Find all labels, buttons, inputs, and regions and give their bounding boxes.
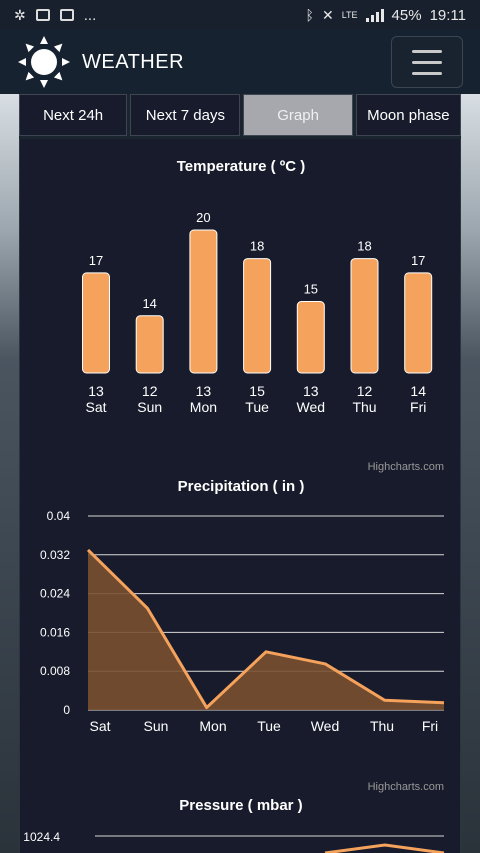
temperature-data-label: 17 — [89, 253, 103, 268]
menu-bar-icon — [412, 49, 442, 53]
temperature-bar — [350, 258, 379, 374]
tab-moon-phase[interactable]: Moon phase — [355, 94, 461, 136]
background-left — [0, 94, 19, 853]
precipitation-chart: 0 0.008 0.016 0.024 0.032 0.04 Sat Sun Mon Tue Wed… — [40, 509, 445, 734]
battery-level: 45% — [391, 6, 422, 24]
pressure-chart-title: Pressure ( mbar ) — [179, 797, 302, 814]
network-type: LTE — [341, 10, 358, 20]
temperature-x-label-number: 13 — [196, 383, 212, 399]
temperature-bar — [135, 315, 164, 374]
precipitation-area — [88, 549, 444, 710]
precipitation-y-tick: 0.008 — [40, 664, 70, 678]
temperature-x-label-number: 13 — [303, 383, 319, 399]
app-header: WEATHER — [0, 30, 480, 94]
background-right — [461, 94, 480, 853]
settings-icon: ✲ — [14, 6, 26, 23]
temperature-bar — [82, 272, 110, 374]
temperature-x-label-number: 13 — [88, 383, 104, 399]
precipitation-x-label: Sat — [89, 718, 110, 734]
temperature-x-label-day: Wed — [297, 399, 326, 415]
tab-next-7-days[interactable]: Next 7 days — [130, 94, 241, 136]
temperature-bars: 1713Sat1412Sun2013Mon1815Tue1513Wed1812T… — [82, 210, 433, 415]
tab-next-24h[interactable]: Next 24h — [19, 94, 128, 136]
image-icon — [35, 9, 50, 21]
temperature-data-label: 14 — [142, 296, 156, 311]
menu-bar-icon — [412, 71, 442, 75]
temperature-x-label-day: Sat — [85, 399, 106, 415]
temperature-chart-title: Temperature ( ºC ) — [177, 158, 306, 175]
tab-bar: Next 24h Next 7 days Graph Moon phase — [19, 94, 461, 136]
pressure-series-line — [324, 843, 445, 853]
precipitation-y-tick: 0.024 — [40, 587, 70, 601]
tab-graph[interactable]: Graph — [243, 94, 353, 136]
temperature-x-label-number: 12 — [357, 383, 373, 399]
precipitation-x-label: Tue — [257, 718, 281, 734]
menu-bar-icon — [412, 60, 442, 64]
precipitation-x-label: Sun — [144, 718, 169, 734]
temperature-x-label-day: Thu — [352, 399, 376, 415]
temperature-bar — [296, 301, 325, 374]
temperature-bar — [404, 272, 433, 374]
pressure-y-tick: 1024.4 — [23, 830, 60, 844]
temperature-data-label: 18 — [250, 239, 264, 254]
precipitation-chart-title: Precipitation ( in ) — [178, 478, 305, 495]
signal-icon — [365, 8, 384, 22]
temperature-data-label: 17 — [411, 253, 425, 268]
temperature-x-label-number: 14 — [410, 383, 426, 399]
precipitation-y-tick: 0.032 — [40, 548, 70, 562]
mute-icon: ✕ — [321, 6, 334, 23]
highcharts-credit[interactable]: Highcharts.com — [368, 781, 444, 793]
precipitation-y-tick: 0 — [63, 703, 70, 717]
precipitation-y-tick: 0.04 — [47, 509, 71, 523]
precipitation-x-label: Thu — [370, 718, 394, 734]
precipitation-x-label: Fri — [422, 718, 438, 734]
precipitation-x-label: Mon — [199, 718, 226, 734]
mail-icon — [59, 9, 74, 21]
temperature-bar — [189, 229, 218, 374]
temperature-bar — [243, 258, 272, 374]
app-title: WEATHER — [82, 50, 185, 73]
temperature-data-label: 15 — [304, 282, 318, 297]
temperature-x-label-day: Mon — [190, 399, 217, 415]
bluetooth-icon: ᛒ — [305, 7, 314, 23]
precipitation-x-label: Wed — [311, 718, 340, 734]
temperature-x-label-number: 12 — [142, 383, 158, 399]
temperature-x-label-day: Sun — [137, 399, 162, 415]
precipitation-y-tick: 0.016 — [40, 625, 70, 639]
status-bar: ✲ ... ᛒ ✕ LTE 45% 19:11 — [0, 0, 480, 30]
temperature-x-label-day: Tue — [245, 399, 269, 415]
graph-panel: Temperature ( ºC ) 17 13 Sat 14 12 Sun 20 13 Mon… — [19, 139, 461, 853]
temperature-x-label-number: 15 — [249, 383, 265, 399]
precipitation-line — [86, 548, 445, 710]
charts-canvas: Temperature ( ºC ) 1713Sat1412Sun2013Mon… — [23, 158, 445, 853]
temperature-data-label: 18 — [357, 239, 371, 254]
temperature-x-label-day: Fri — [410, 399, 426, 415]
clock: 19:11 — [429, 6, 466, 24]
highcharts-credit[interactable]: Highcharts.com — [368, 461, 444, 473]
hamburger-menu-button[interactable] — [391, 36, 463, 88]
more-notifications: ... — [83, 6, 97, 24]
temperature-data-label: 20 — [196, 210, 210, 225]
sun-logo-icon — [18, 36, 70, 88]
